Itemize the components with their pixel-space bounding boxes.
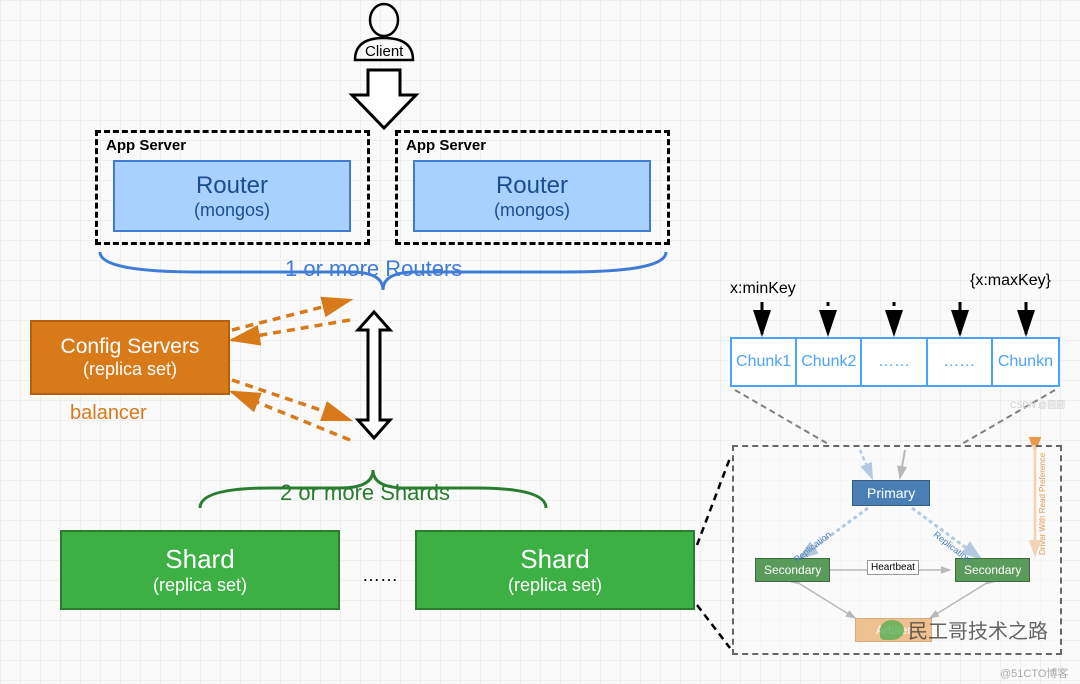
maxkey-label: {x:maxKey}: [970, 272, 1051, 290]
config-sub: (replica set): [83, 359, 177, 380]
chunk-5: Chunkn: [993, 339, 1058, 385]
chunk-4: ……: [928, 339, 993, 385]
router-2-sub: (mongos): [494, 200, 570, 221]
config-title: Config Servers: [61, 335, 200, 359]
app-server-2-label: App Server: [406, 137, 486, 154]
app-server-1-label: App Server: [106, 137, 186, 154]
shard-2: Shard (replica set): [415, 530, 695, 610]
read-pref-label: Driver With Read Preference: [1038, 445, 1047, 555]
wechat-icon: [880, 620, 904, 640]
watermark-51cto: @51CTO博客: [1000, 665, 1068, 681]
router-1-title: Router: [196, 172, 268, 200]
shard-2-title: Shard: [520, 544, 589, 575]
chunk-1: Chunk1: [732, 339, 797, 385]
watermark-csdn: CSDN @圆圆: [1010, 398, 1065, 411]
config-servers: Config Servers (replica set): [30, 320, 230, 395]
chunks-row: Chunk1 Chunk2 …… …… Chunkn: [730, 337, 1060, 387]
shard-dots: ……: [362, 565, 398, 586]
balancer-label: balancer: [70, 402, 147, 425]
primary-node: Primary: [852, 480, 930, 506]
router-2-title: Router: [496, 172, 568, 200]
shard-1-title: Shard: [165, 544, 234, 575]
router-2: Router (mongos): [413, 160, 651, 232]
heartbeat-label: Heartbeat: [867, 560, 919, 575]
watermark-wechat: 民工哥技术之路: [880, 615, 1048, 644]
secondary-1-label: Secondary: [764, 563, 821, 577]
shard-2-sub: (replica set): [508, 575, 602, 596]
router-1: Router (mongos): [113, 160, 351, 232]
client-label: Client: [365, 43, 403, 60]
shard-1: Shard (replica set): [60, 530, 340, 610]
minkey-label: x:minKey: [730, 280, 796, 298]
chunk-2: Chunk2: [797, 339, 862, 385]
shard-brace-label: 2 or more Shards: [280, 480, 450, 506]
secondary-1: Secondary: [755, 558, 830, 582]
watermark-text: 民工哥技术之路: [908, 615, 1048, 644]
primary-label: Primary: [867, 485, 915, 501]
shard-1-sub: (replica set): [153, 575, 247, 596]
secondary-2-label: Secondary: [964, 563, 1021, 577]
chunk-3: ……: [862, 339, 927, 385]
router-1-sub: (mongos): [194, 200, 270, 221]
router-brace-label: 1 or more Routers: [285, 256, 462, 282]
